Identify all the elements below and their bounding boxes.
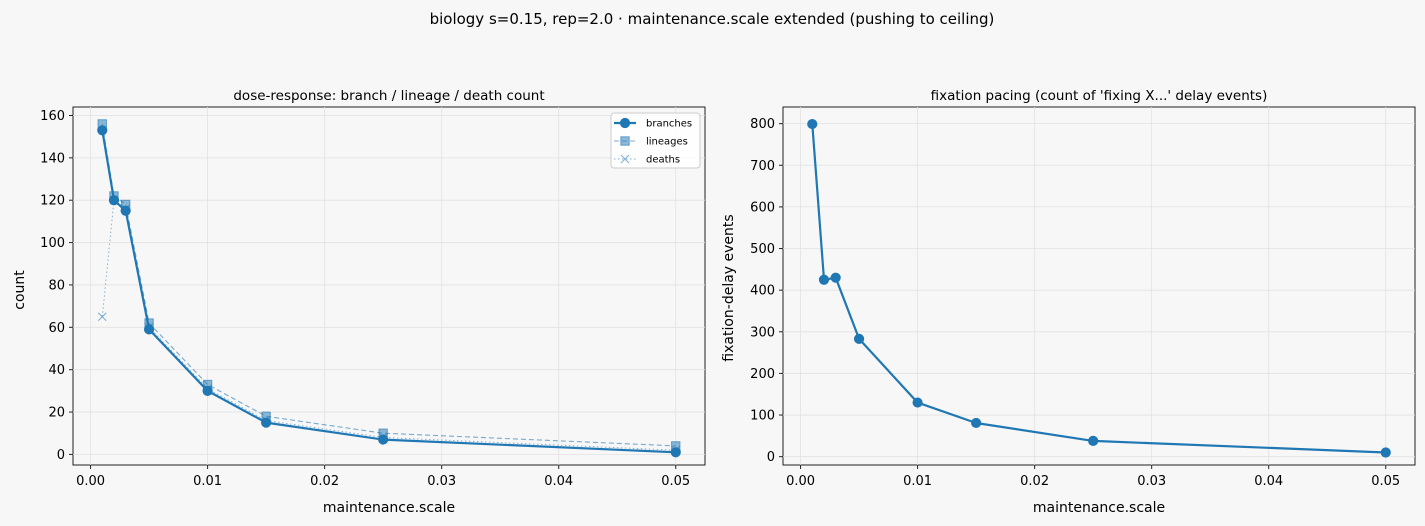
deaths-point xyxy=(97,312,107,322)
series-point xyxy=(807,118,818,130)
branches-point xyxy=(261,417,272,428)
series-layer xyxy=(97,119,681,458)
y-tick-label: 400 xyxy=(750,284,775,299)
branches-point xyxy=(670,447,681,458)
chart-title: dose-response: branch / lineage / death … xyxy=(233,88,544,104)
x-axis-label: maintenance.scale xyxy=(323,500,455,516)
branches-point xyxy=(120,205,131,216)
y-tick-label: 300 xyxy=(750,325,775,340)
y-tick-label: 800 xyxy=(750,117,775,132)
y-tick-label: 140 xyxy=(40,151,65,166)
x-tick-label: 0.05 xyxy=(661,474,690,489)
series-point xyxy=(818,274,830,285)
y-tick-label: 40 xyxy=(48,363,65,378)
y-tick-label: 200 xyxy=(750,367,775,382)
y-tick-label: 0 xyxy=(57,448,65,463)
legend-marker xyxy=(620,136,630,146)
x-tick-label: 0.00 xyxy=(76,474,105,489)
y-tick-label: 700 xyxy=(750,159,775,174)
x-tick-label: 0.03 xyxy=(427,474,456,489)
legend-label: deaths xyxy=(646,155,680,166)
figure-suptitle: biology s=0.15, rep=2.0 · maintenance.sc… xyxy=(430,10,995,28)
y-tick-label: 100 xyxy=(750,409,775,424)
plot-area xyxy=(782,106,1416,466)
branches-point xyxy=(97,125,108,136)
x-tick-label: 0.00 xyxy=(786,474,815,489)
y-tick-label: 80 xyxy=(48,278,65,293)
axis-ticks: 0.00 0.01 0.02 0.03 0.04 0.05 0 20 40 60 80 100 120 1… xyxy=(40,109,690,489)
series-point xyxy=(971,417,982,429)
fixation-pacing-chart: 0.00 0.01 0.02 0.03 0.04 0.05 0 100 200 300 400 500… xyxy=(721,88,1416,516)
branches-point xyxy=(108,195,120,206)
x-tick-label: 0.01 xyxy=(193,474,222,489)
legend-box xyxy=(610,112,701,169)
legend-label: branches xyxy=(646,119,692,130)
legend-marker xyxy=(620,154,630,164)
y-tick-label: 20 xyxy=(48,406,65,421)
y-axis-label: fixation-delay events xyxy=(721,214,737,361)
branches-point xyxy=(202,385,213,396)
y-tick-label: 500 xyxy=(750,242,775,257)
y-tick-label: 120 xyxy=(40,194,65,209)
x-axis-label: maintenance.scale xyxy=(1033,500,1165,516)
axis-ticks: 0.00 0.01 0.02 0.03 0.04 0.05 0 100 200 300 400 500… xyxy=(750,117,1400,489)
x-tick-label: 0.05 xyxy=(1371,474,1400,489)
y-tick-label: 60 xyxy=(48,321,65,336)
x-tick-label: 0.02 xyxy=(310,474,339,489)
series-branches xyxy=(97,125,681,458)
series-point xyxy=(1088,435,1099,446)
y-tick-label: 100 xyxy=(40,236,65,251)
branch-lineage-death-chart: 0.00 0.01 0.02 0.03 0.04 0.05 0 20 40 60 80 100 120 1… xyxy=(12,88,706,516)
series-series xyxy=(807,118,1391,458)
x-tick-label: 0.01 xyxy=(903,474,932,489)
x-tick-label: 0.04 xyxy=(544,474,573,489)
series-point xyxy=(830,272,841,283)
legend: branches lineages deaths xyxy=(610,112,701,169)
y-tick-label: 0 xyxy=(767,450,775,465)
y-tick-label: 600 xyxy=(750,200,775,215)
chart-title: fixation pacing (count of 'fixing X...' … xyxy=(931,88,1268,104)
plot-area xyxy=(72,106,706,466)
legend-entries: branches lineages deaths xyxy=(614,117,692,166)
series-point xyxy=(1380,447,1391,458)
branches-point xyxy=(143,324,155,335)
x-tick-label: 0.02 xyxy=(1020,474,1049,489)
y-axis-label: count xyxy=(12,270,28,310)
series-point xyxy=(912,397,923,408)
y-tick-label: 160 xyxy=(40,109,65,124)
x-tick-label: 0.03 xyxy=(1137,474,1166,489)
series-point xyxy=(853,333,865,344)
legend-label: lineages xyxy=(646,137,688,148)
series-layer xyxy=(807,118,1391,458)
legend-marker xyxy=(619,117,631,129)
branches-point xyxy=(378,434,389,445)
x-tick-label: 0.04 xyxy=(1254,474,1283,489)
